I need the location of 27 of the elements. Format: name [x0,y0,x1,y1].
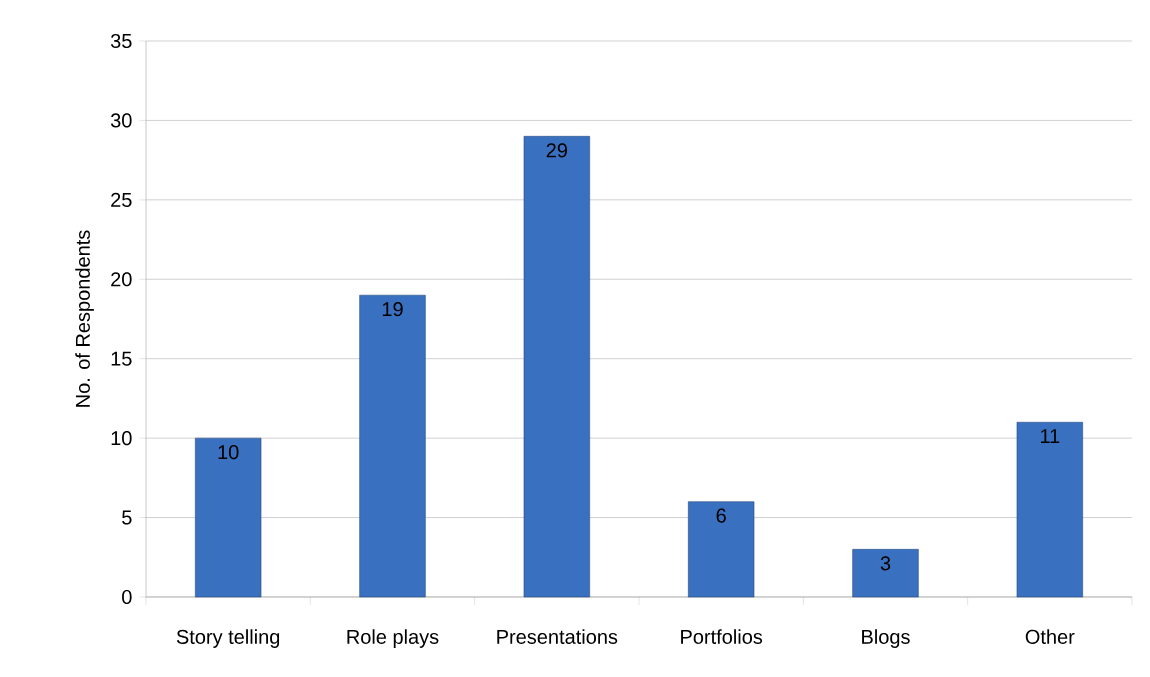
y-tick-label: 35 [110,33,132,49]
x-tick-label: Story telling [176,629,280,648]
data-label: 11 [1040,429,1060,443]
x-tick-label: Other [1025,629,1075,644]
data-label: 3 [880,556,891,571]
bar [1016,421,1083,598]
y-tick-label: 30 [110,113,132,128]
y-tick-label: 0 [122,589,132,605]
bar [852,549,919,598]
data-label: 19 [382,302,403,317]
data-label: 10 [218,445,239,460]
x-tick-label: Role plays [347,629,439,648]
bar [688,501,755,598]
y-tick-label: 15 [111,351,132,366]
y-tick-label: 20 [111,272,132,287]
x-tick-label: Blogs [862,629,910,648]
y-tick-label: 10 [111,431,132,446]
y-tick-label: 5 [122,510,132,525]
bar [523,136,590,598]
x-tick-label: Presentations [497,629,618,644]
bar [195,437,262,598]
x-tick-label: Portfolios [681,629,763,644]
bar [359,294,426,598]
y-tick-label: 25 [111,192,132,207]
data-label: 29 [546,143,567,158]
y-axis-title: No. of Respondents [75,230,94,407]
data-label: 6 [716,508,726,523]
